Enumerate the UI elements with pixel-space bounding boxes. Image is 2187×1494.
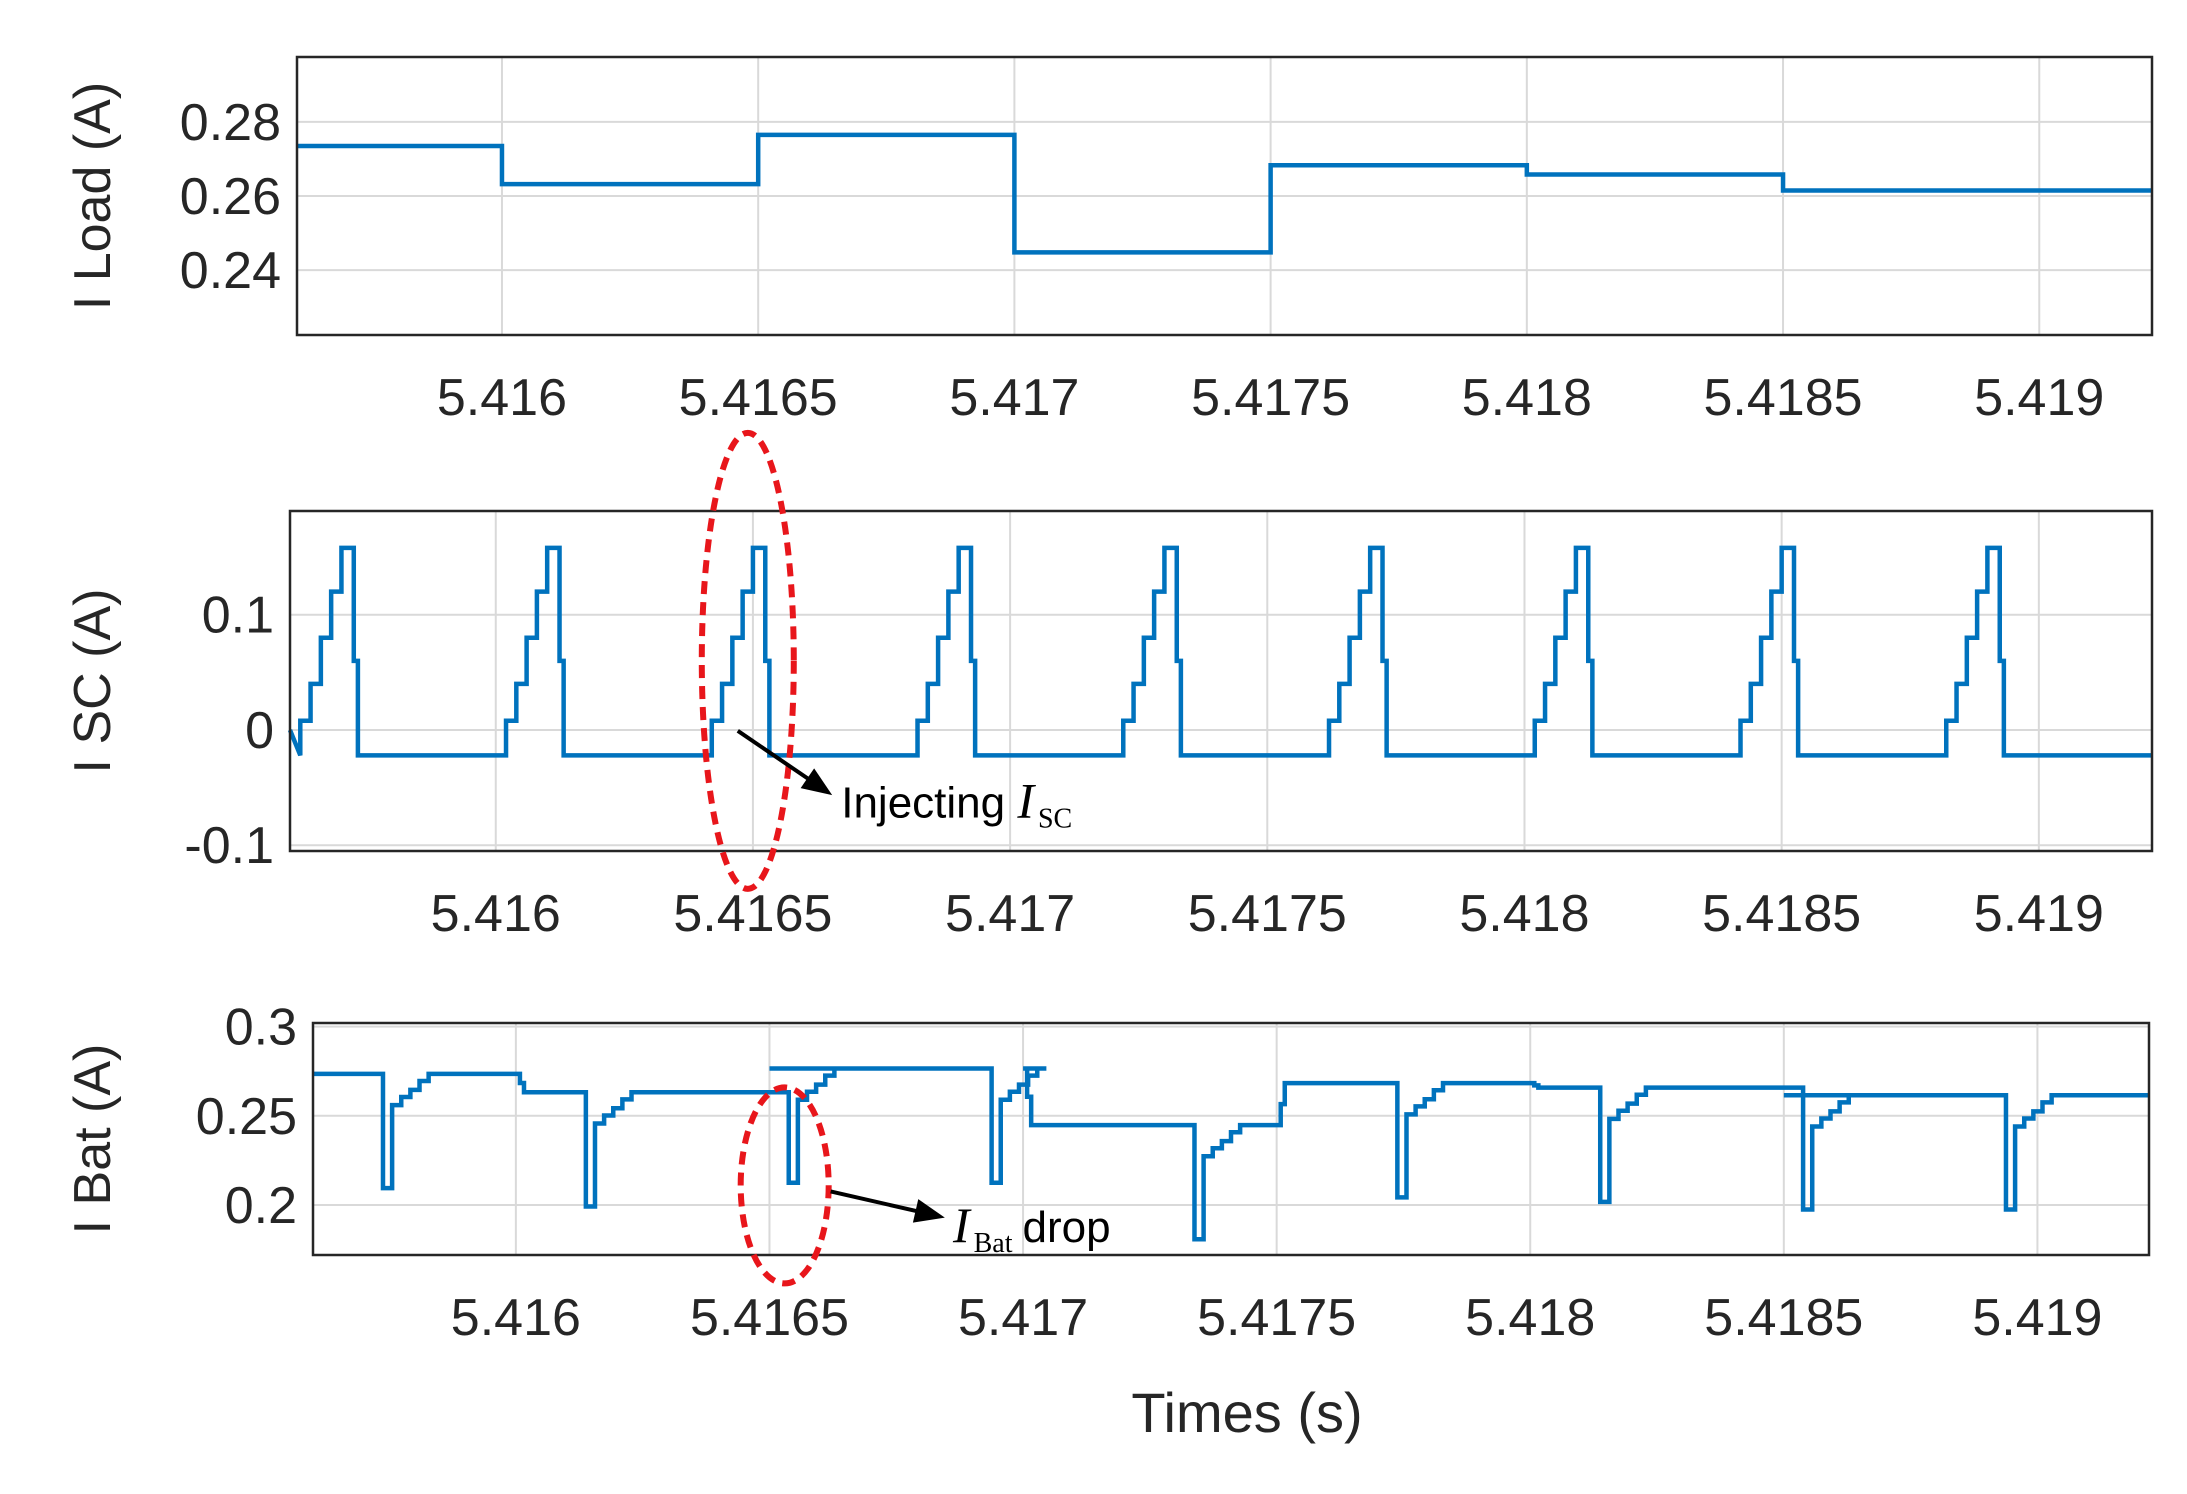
- y-tick-label: 0.1: [202, 587, 274, 645]
- grid-lines: [313, 1023, 2149, 1255]
- x-tick-labels: 5.416 5.4165 5.417 5.4175 5.418 5.4185 5.419: [451, 1289, 2103, 1347]
- annotation-symbol: I: [952, 1197, 972, 1253]
- x-tick-label: 5.416: [451, 1289, 581, 1347]
- x-tick-label: 5.4175: [1191, 369, 1350, 427]
- y-axis-label: I Load (A): [64, 82, 122, 310]
- x-tick-label: 5.418: [1459, 885, 1589, 943]
- x-tick-labels: 5.416 5.4165 5.417 5.4175 5.418 5.4185 5.419: [437, 369, 2104, 427]
- x-axis-label: Times (s): [1131, 1381, 1362, 1444]
- annotation-symbol: I: [1016, 773, 1036, 829]
- x-tick-label: 5.4175: [1188, 885, 1347, 943]
- y-tick-label: 0: [245, 702, 274, 760]
- x-tick-label: 5.4165: [673, 885, 832, 943]
- y-axis-label: I Bat (A): [64, 1044, 122, 1235]
- y-tick-label: 0.28: [180, 94, 281, 152]
- x-tick-label: 5.4165: [690, 1289, 849, 1347]
- x-tick-label: 5.418: [1462, 369, 1592, 427]
- annotation-arrowhead: [912, 1199, 945, 1223]
- series-line-i-load: [297, 132, 2152, 255]
- x-tick-label: 5.419: [1974, 885, 2104, 943]
- y-tick-label: 0.2: [225, 1177, 297, 1235]
- grid-lines: [290, 511, 2152, 851]
- y-axis-label: I SC (A): [64, 589, 122, 774]
- annotation-ibat-drop: I Bat drop: [737, 1084, 1111, 1287]
- series-line-i-bat: [313, 1066, 2149, 1242]
- y-tick-label: 0.3: [225, 999, 297, 1057]
- x-tick-label: 5.4185: [1704, 1289, 1863, 1347]
- y-tick-labels: 0.2 0.25 0.3: [196, 999, 297, 1235]
- y-tick-label: 0.26: [180, 168, 281, 226]
- chart-panel-i-bat: 5.416 5.4165 5.417 5.4175 5.418 5.4185 5.419 0…: [64, 999, 2151, 1444]
- annotation-text: Injecting: [841, 779, 1017, 828]
- x-tick-label: 5.416: [437, 369, 567, 427]
- x-tick-label: 5.418: [1465, 1289, 1595, 1347]
- x-tick-label: 5.416: [431, 885, 561, 943]
- x-tick-label: 5.4175: [1197, 1289, 1356, 1347]
- highlight-ellipse: [737, 1084, 832, 1287]
- grid-lines: [297, 57, 2152, 335]
- y-tick-label: 0.24: [180, 242, 281, 300]
- plot-frame: [288, 509, 2154, 853]
- chart-panel-i-load: 5.416 5.4165 5.417 5.4175 5.418 5.4185 5.419 0…: [64, 55, 2154, 427]
- x-tick-label: 5.417: [945, 885, 1075, 943]
- annotation-label: I Bat drop: [952, 1197, 1111, 1259]
- y-tick-labels: 0.24 0.26 0.28: [180, 94, 281, 300]
- annotation-label: Injecting I SC: [841, 773, 1072, 835]
- annotation-subscript: Bat: [974, 1228, 1013, 1259]
- chart-panel-i-sc: 5.416 5.4165 5.417 5.4175 5.418 5.4185 5.419 -…: [64, 429, 2154, 943]
- series-line-i-sc: [287, 545, 2152, 758]
- y-tick-label: 0.25: [196, 1088, 297, 1146]
- y-tick-label: -0.1: [184, 817, 274, 875]
- x-tick-label: 5.4165: [679, 369, 838, 427]
- annotation-injecting-isc: Injecting I SC: [698, 429, 1072, 892]
- y-tick-labels: -0.1 0 0.1: [184, 587, 274, 876]
- x-tick-label: 5.4185: [1704, 369, 1863, 427]
- annotation-text: drop: [1023, 1203, 1111, 1252]
- x-tick-label: 5.419: [1972, 1289, 2102, 1347]
- plot-frame: [295, 55, 2154, 337]
- highlight-ellipse: [698, 429, 797, 892]
- x-tick-label: 5.419: [1974, 369, 2104, 427]
- x-tick-label: 5.4185: [1702, 885, 1861, 943]
- x-tick-label: 5.417: [958, 1289, 1088, 1347]
- annotation-subscript: SC: [1038, 804, 1072, 835]
- x-tick-label: 5.417: [949, 369, 1079, 427]
- annotation-arrowhead: [800, 768, 833, 796]
- x-tick-labels: 5.416 5.4165 5.417 5.4175 5.418 5.4185 5.419: [431, 885, 2104, 943]
- plot-frame: [311, 1021, 2151, 1257]
